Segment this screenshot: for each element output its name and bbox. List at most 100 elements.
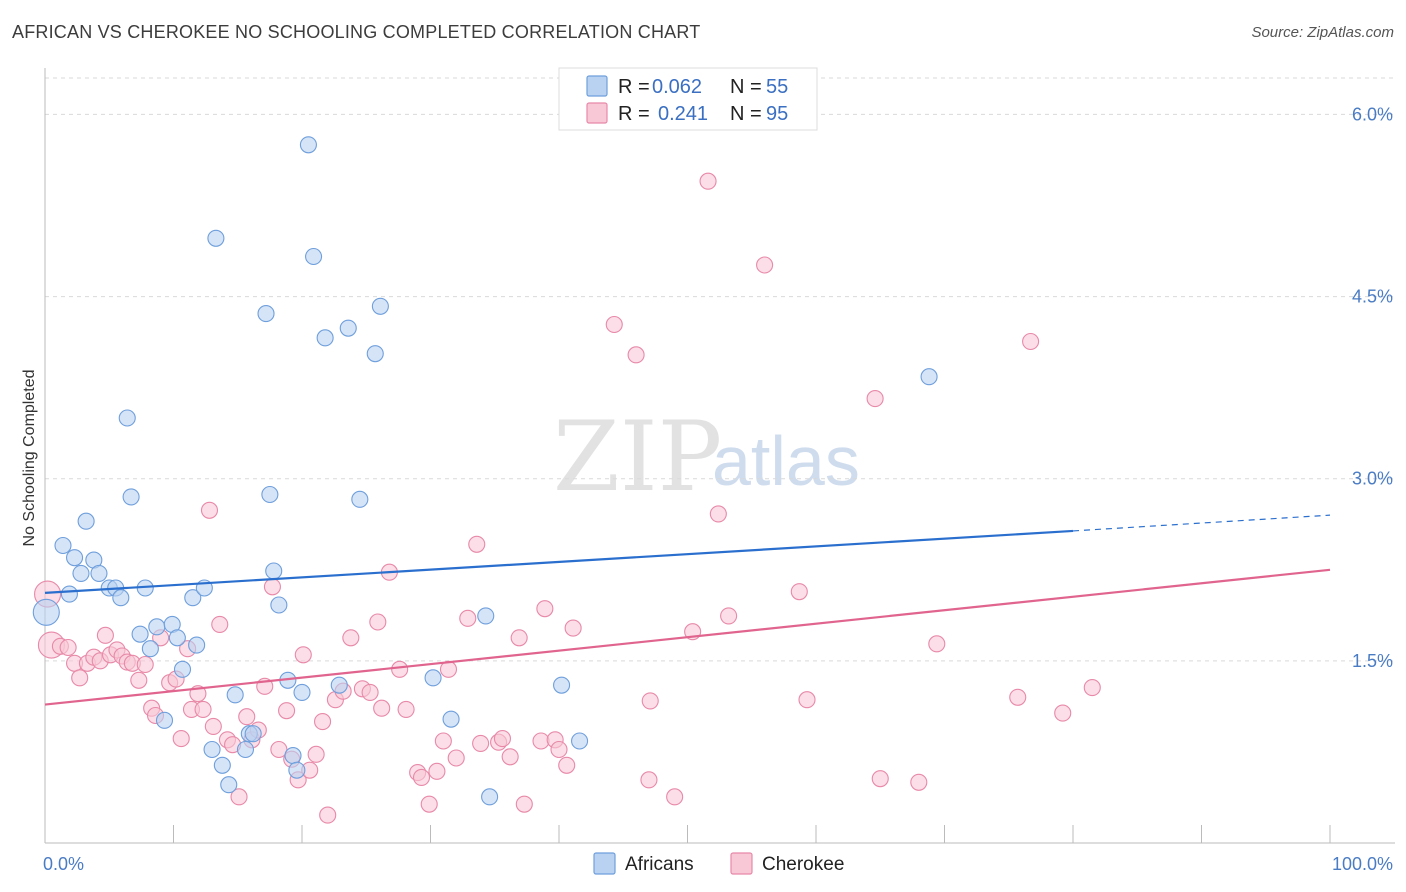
africans-point [236, 740, 255, 759]
africans-point [316, 329, 334, 347]
cherokee-point [641, 692, 659, 710]
legend-r-label-cherokee: R = [618, 103, 650, 125]
cherokee-point [564, 619, 582, 637]
y-tick-label: 6.0% [1352, 104, 1393, 124]
cherokee-point [59, 638, 77, 657]
africans-point [366, 345, 384, 363]
cherokee-point [71, 669, 89, 687]
cherokee-point [278, 702, 296, 720]
cherokee-point [194, 700, 212, 718]
africans-point [244, 725, 262, 743]
africans-point [920, 368, 938, 386]
cherokee-point [928, 635, 946, 653]
africans-point [481, 788, 499, 806]
cherokee-point [666, 788, 684, 806]
legend-n-value-africans: 55 [766, 76, 788, 98]
y-tick-label: 3.0% [1352, 469, 1393, 489]
cherokee-point [447, 749, 465, 767]
cherokee-point [550, 740, 568, 759]
cherokee-point [342, 629, 360, 647]
cherokee-point [1083, 679, 1101, 697]
africans-point [284, 747, 302, 765]
cherokee-point [307, 745, 325, 763]
cherokee-point [319, 806, 337, 824]
cherokee-point [699, 172, 717, 190]
africans-point [188, 636, 206, 654]
cherokee-point [468, 535, 486, 553]
cherokee-point [361, 683, 379, 701]
africans-point [54, 536, 72, 555]
trend-lines [44, 514, 1331, 706]
africans-point [288, 761, 306, 779]
cherokee-point [270, 740, 288, 759]
cherokee-point [373, 699, 391, 717]
correlation-legend: R = 0.062 N = 55 R = 0.241 N = 95 [558, 67, 818, 131]
watermark: ZIP atlas [553, 401, 860, 513]
africans-point [131, 625, 149, 643]
cherokee-point [871, 770, 889, 788]
africans-point [173, 660, 192, 678]
africans-point [305, 247, 323, 266]
chart-title: AFRICAN VS CHEROKEE NO SCHOOLING COMPLET… [12, 22, 701, 42]
cherokee-point [459, 609, 477, 627]
africans-point [553, 676, 571, 694]
y-tick-labels: 1.5% 3.0% 4.5% 6.0% [1352, 104, 1393, 670]
africans-point [424, 669, 442, 687]
africans-point [257, 305, 275, 323]
africans-point [60, 585, 78, 603]
africans-trend-extension [1072, 514, 1331, 532]
africans-point [118, 409, 136, 427]
legend-r-value-cherokee: 0.241 [658, 103, 708, 125]
cherokee-point [314, 713, 332, 731]
cherokee-point [397, 700, 415, 718]
y-tick-label: 1.5% [1352, 651, 1393, 671]
cherokee-points [34, 172, 1101, 824]
africans-point [155, 711, 174, 729]
africans-point [299, 136, 317, 154]
cherokee-point [294, 646, 312, 664]
watermark-atlas: atlas [712, 422, 860, 500]
cherokee-point [200, 501, 219, 519]
cherokee-point [211, 615, 229, 633]
legend-n-label-cherokee: N = [730, 103, 762, 125]
source-label: Source: ZipAtlas.com [1251, 24, 1394, 41]
cherokee-point [472, 734, 490, 752]
africans-points [32, 136, 938, 806]
cherokee-point [910, 773, 928, 791]
cherokee-point [536, 600, 554, 618]
cherokee-point [493, 730, 512, 748]
series-legend: Africans Cherokee [593, 852, 844, 875]
africans-point [168, 629, 186, 647]
africans-point [77, 512, 95, 530]
africans-point [270, 596, 288, 614]
cherokee-point [420, 795, 438, 813]
africans-point [261, 485, 279, 504]
series-legend-swatch-africans [593, 852, 616, 875]
africans-point [112, 589, 130, 607]
axes [44, 68, 1395, 844]
cherokee-point [790, 583, 808, 601]
africans-point [203, 740, 221, 759]
cherokee-point [172, 730, 190, 748]
watermark-zip: ZIP [553, 401, 722, 513]
cherokee-point [434, 732, 452, 750]
africans-point [122, 488, 140, 506]
cherokee-point [532, 732, 550, 750]
cherokee-point [756, 256, 774, 274]
cherokee-point [1009, 688, 1027, 706]
cherokee-point [428, 762, 446, 780]
cherokee-point [605, 315, 623, 334]
cherokee-point [230, 788, 248, 806]
gridlines [45, 77, 1395, 662]
cherokee-point [640, 771, 658, 789]
cherokee-point [96, 626, 114, 644]
africans-point [571, 732, 589, 750]
series-legend-label-cherokee: Cherokee [762, 854, 844, 875]
series-legend-swatch-cherokee [730, 852, 753, 875]
africans-point [207, 229, 225, 247]
africans-point [265, 562, 283, 580]
legend-swatch-cherokee [586, 102, 608, 124]
cherokee-point [709, 505, 727, 523]
africans-point [66, 549, 84, 567]
